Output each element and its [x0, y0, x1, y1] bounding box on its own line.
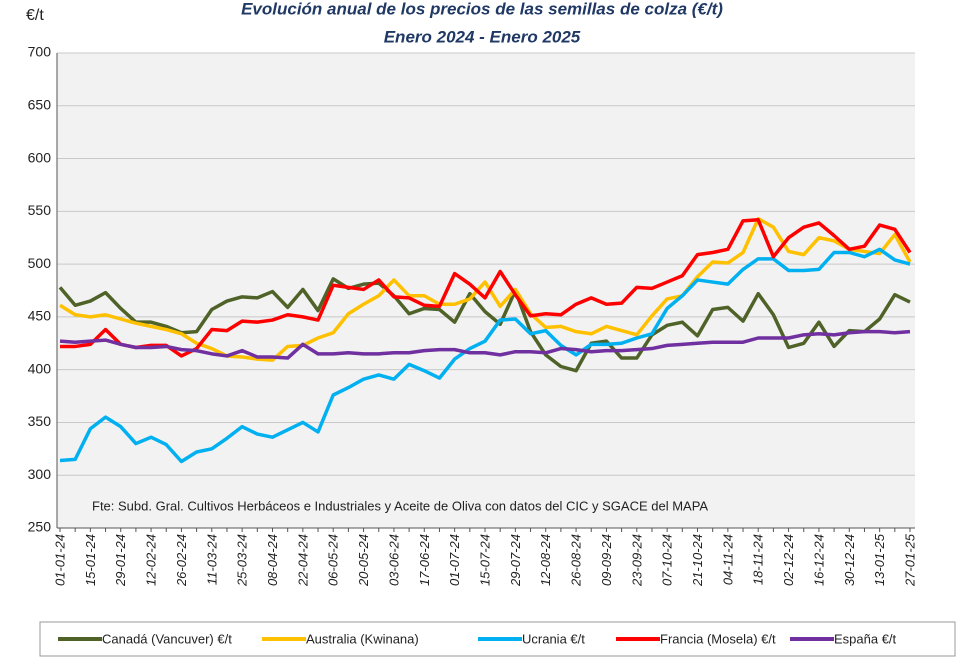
x-tick-label: 21-10-24 [690, 534, 705, 587]
y-tick-label: 350 [28, 413, 52, 429]
y-tick-label: 400 [28, 360, 52, 376]
x-tick-label: 27-01-25 [903, 533, 918, 587]
y-tick-label: 700 [28, 44, 52, 60]
x-tick-label: 29-01-24 [113, 534, 128, 587]
y-tick-label: 550 [28, 202, 52, 218]
legend-label: Australia (Kwinana) [306, 631, 419, 646]
x-tick-label: 15-07-24 [478, 534, 493, 586]
x-tick-label: 06-05-24 [326, 534, 341, 586]
legend-label: Ucrania €/t [522, 631, 585, 646]
x-tick-label: 17-06-24 [417, 534, 432, 586]
x-tick-label: 09-09-24 [599, 534, 614, 586]
y-tick-label: 300 [28, 466, 52, 482]
series-line [59, 329, 911, 360]
x-tick-label: 26-02-24 [174, 534, 189, 587]
y-tick-label: 600 [28, 149, 52, 165]
x-tick-label: 01-07-24 [447, 534, 462, 586]
x-tick-label: 18-11-24 [751, 534, 766, 585]
x-tick-label: 02-12-24 [781, 534, 796, 586]
y-tick-label: 650 [28, 96, 52, 112]
series-line [59, 216, 912, 362]
x-tick-label: 01-01-24 [53, 534, 68, 586]
x-tick-label: 03-06-24 [386, 534, 401, 586]
x-tick-label: 12-08-24 [538, 534, 553, 586]
series-line [60, 218, 912, 358]
x-tick-label: 11-03-24 [204, 534, 219, 585]
y-tick-label: 250 [28, 519, 52, 535]
x-tick-label: 13-01-25 [872, 533, 887, 586]
legend-box [39, 621, 956, 657]
x-tick-label: 20-05-24 [356, 534, 371, 587]
y-tick-label: 450 [28, 308, 52, 324]
plot-area [57, 53, 915, 528]
series-line [59, 247, 911, 464]
x-tick-label: 15-01-24 [83, 534, 98, 586]
y-axis-label: €/t [26, 7, 44, 24]
x-tick-label: 25-03-24 [235, 534, 250, 587]
chart-subtitle: Enero 2024 - Enero 2025 [384, 27, 581, 46]
x-tick-label: 04-11-24 [720, 534, 735, 585]
chart-title: Evolución anual de los precios de las se… [241, 0, 723, 18]
x-tick-label: 30-12-24 [842, 534, 857, 586]
legend-label: Francia (Mosela) €/t [660, 631, 776, 646]
annotation: Fte: Subd. Gral. Cultivos Herbáceos e In… [92, 498, 708, 513]
x-tick-label: 07-10-24 [660, 534, 675, 586]
x-tick-label: 29-07-24 [508, 534, 523, 587]
legend-label: España €/t [834, 631, 897, 646]
x-tick-label: 22-04-24 [295, 534, 310, 587]
y-tick-label: 500 [28, 255, 52, 271]
series-line [58, 277, 911, 373]
x-tick-label: 16-12-24 [811, 534, 826, 586]
x-tick-label: 12-02-24 [144, 534, 159, 586]
legend-label: Canadá (Vancuver) €/t [102, 631, 232, 646]
x-tick-label: 23-09-24 [629, 534, 644, 587]
x-tick-label: 26-08-24 [569, 534, 584, 587]
x-tick-label: 08-04-24 [265, 534, 280, 586]
